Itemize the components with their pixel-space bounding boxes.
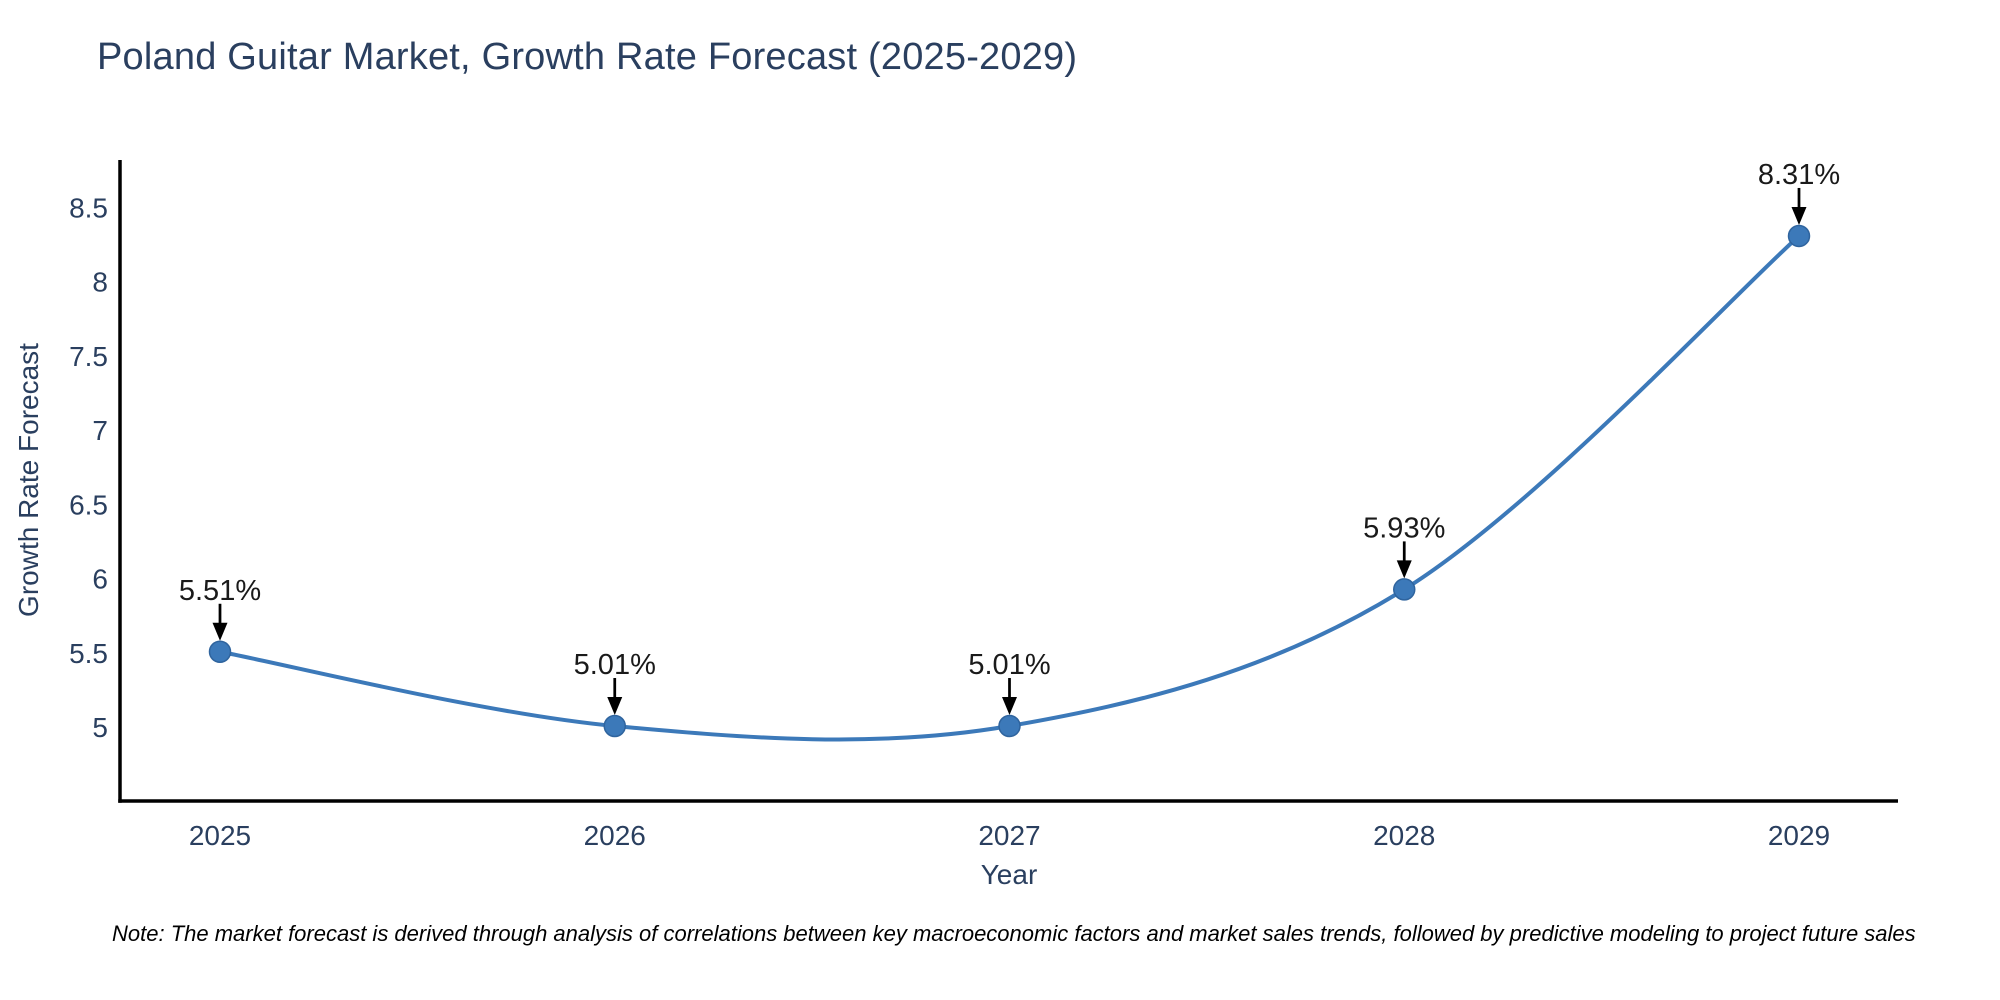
annotation-arrow-head bbox=[607, 697, 623, 716]
y-tick-label: 6.5 bbox=[69, 489, 108, 520]
point-annotation: 5.51% bbox=[179, 575, 261, 607]
x-axis-title: Year bbox=[981, 859, 1038, 890]
annotation-arrow-head bbox=[1791, 206, 1807, 225]
chart-title: Poland Guitar Market, Growth Rate Foreca… bbox=[97, 36, 1078, 78]
footnote: Note: The market forecast is derived thr… bbox=[112, 921, 1916, 946]
series-line bbox=[218, 233, 1801, 742]
y-tick-label: 8.5 bbox=[69, 192, 108, 223]
annotation-arrow-head bbox=[1396, 560, 1412, 579]
x-tick-label: 2025 bbox=[189, 820, 251, 851]
x-tick-label: 2026 bbox=[584, 820, 646, 851]
point-annotation: 5.93% bbox=[1363, 512, 1445, 544]
annotation-arrow-head bbox=[1002, 697, 1017, 716]
y-tick-label: 5.5 bbox=[69, 638, 108, 669]
y-tick-label: 5 bbox=[92, 712, 108, 743]
y-tick-label: 8 bbox=[92, 267, 108, 298]
data-point-marker bbox=[1787, 224, 1811, 248]
y-tick-label: 6 bbox=[92, 564, 108, 595]
data-point-marker bbox=[603, 714, 626, 738]
x-tick-label: 2028 bbox=[1373, 820, 1435, 851]
point-annotation: 5.01% bbox=[968, 649, 1050, 681]
point-annotation: 5.01% bbox=[574, 649, 656, 681]
point-annotation: 8.31% bbox=[1758, 159, 1840, 191]
y-tick-label: 7 bbox=[92, 415, 108, 446]
data-point-marker bbox=[998, 714, 1021, 738]
x-tick-label: 2027 bbox=[978, 820, 1040, 851]
y-axis-title: Growth Rate Forecast bbox=[13, 343, 44, 617]
data-point-marker bbox=[208, 640, 232, 664]
annotation-arrow-head bbox=[212, 622, 228, 641]
x-tick-label: 2029 bbox=[1768, 820, 1830, 851]
data-point-marker bbox=[1393, 578, 1416, 601]
y-tick-label: 7.5 bbox=[69, 341, 108, 372]
